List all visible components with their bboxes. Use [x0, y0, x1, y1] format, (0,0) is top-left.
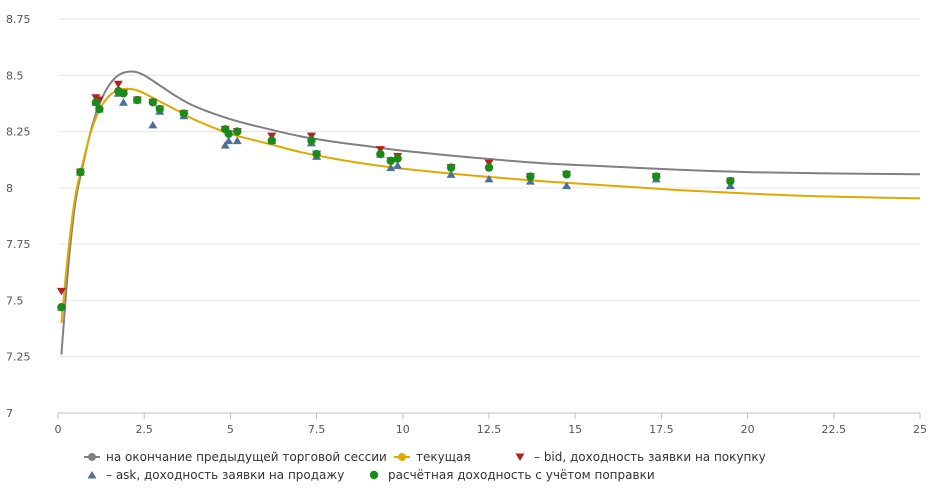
data-point-series-4: [726, 176, 735, 186]
data-point-series-2: [113, 80, 123, 89]
x-tick-label: 5: [227, 423, 234, 436]
data-point-series-3: [393, 161, 403, 169]
data-point-series-4: [57, 302, 66, 312]
data-point-series-4: [233, 127, 242, 136]
series-markers: [56, 80, 735, 312]
x-tick-label: 12.5: [477, 423, 502, 436]
y-tick-label: 8: [6, 182, 13, 195]
data-point-series-4: [224, 129, 233, 139]
y-axis-ticks: 7 7.25 7.5 7.75 8 8.25 8.5 8.75: [6, 13, 31, 420]
legend-circle-symbol: [88, 453, 96, 461]
data-point-series-4: [526, 172, 535, 181]
data-point-series-3: [148, 120, 158, 129]
data-point-series-4: [133, 95, 142, 105]
y-tick-label: 8.5: [6, 69, 24, 82]
legend-item[interactable]: – ask, доходность заявки на продажу: [87, 468, 345, 482]
data-point-series-4: [267, 136, 276, 145]
data-point-series-4: [386, 156, 395, 166]
data-point-series-2: [56, 287, 66, 296]
data-point-series-2: [484, 159, 494, 168]
data-point-series-3: [232, 136, 242, 145]
data-point-series-3: [446, 170, 456, 178]
series-lines: [60, 70, 921, 355]
data-point-series-4: [91, 98, 101, 107]
data-point-series-4: [393, 154, 402, 163]
x-axis: 0 2.5 5 7.5 10 12.5 15 17.5 20 22.5 25: [55, 412, 927, 436]
data-point-series-3: [386, 163, 396, 172]
legend-label: на окончание предыдущей торговой сессии: [106, 450, 387, 464]
data-point-series-3: [725, 181, 735, 190]
y-tick-label: 8.75: [6, 13, 31, 26]
legend-label: – bid, доходность заявки на покупку: [534, 450, 766, 464]
data-point-series-2: [267, 132, 277, 141]
data-point-series-4: [76, 167, 85, 177]
legend-label: – ask, доходность заявки на продажу: [106, 468, 344, 482]
x-tick-label: 0: [55, 423, 62, 436]
data-point-series-3: [220, 141, 230, 149]
y-tick-label: 7.5: [6, 294, 24, 307]
data-point-series-4: [119, 89, 128, 98]
data-point-series-4: [148, 98, 158, 107]
x-tick-label: 17.5: [649, 423, 674, 436]
y-tick-label: 7.25: [6, 351, 31, 364]
data-point-series-4: [179, 109, 189, 118]
x-tick-label: 2.5: [135, 423, 153, 436]
legend-circle-symbol: [398, 453, 406, 461]
data-point-series-4: [155, 104, 164, 114]
legend-label: расчётная доходность с учётом поправки: [388, 468, 655, 482]
data-point-series-4: [652, 172, 661, 181]
data-point-series-4: [307, 136, 316, 145]
y-tick-label: 8.25: [6, 126, 31, 139]
data-point-series-4: [446, 163, 456, 172]
legend-marker-symbol: [87, 471, 97, 479]
legend: на окончание предыдущей торговой сессии т…: [84, 450, 766, 482]
x-tick-label: 15: [568, 423, 582, 436]
grid-lines: [58, 18, 920, 414]
data-point-series-3: [484, 174, 494, 183]
data-point-series-3: [119, 98, 129, 106]
legend-marker-symbol: [369, 470, 379, 480]
data-point-series-2: [375, 146, 385, 154]
data-point-series-3: [525, 177, 535, 185]
x-tick-label: 7.5: [308, 423, 326, 436]
x-tick-label: 25: [913, 423, 927, 436]
x-tick-label: 20: [741, 423, 755, 436]
legend-item[interactable]: на окончание предыдущей торговой сессии: [84, 450, 387, 464]
legend-item[interactable]: – bid, доходность заявки на покупку: [515, 450, 766, 464]
y-tick-label: 7.75: [6, 238, 31, 251]
x-tick-label: 10: [396, 423, 410, 436]
legend-item[interactable]: расчётная доходность с учётом поправки: [369, 468, 655, 482]
series-line-1: [60, 87, 921, 323]
legend-marker-symbol: [515, 453, 525, 461]
y-tick-label: 7: [6, 407, 13, 420]
data-point-series-4: [484, 163, 494, 172]
data-point-series-4: [562, 170, 571, 179]
series-line-0: [60, 70, 921, 355]
legend-label: текущая: [416, 450, 471, 464]
legend-item[interactable]: текущая: [394, 450, 471, 464]
data-point-series-3: [562, 181, 572, 190]
data-point-series-4: [376, 149, 385, 159]
data-point-series-4: [95, 104, 104, 114]
data-point-series-2: [306, 132, 316, 141]
data-point-series-3: [224, 136, 234, 145]
x-tick-label: 22.5: [822, 423, 847, 436]
data-point-series-4: [312, 149, 321, 159]
